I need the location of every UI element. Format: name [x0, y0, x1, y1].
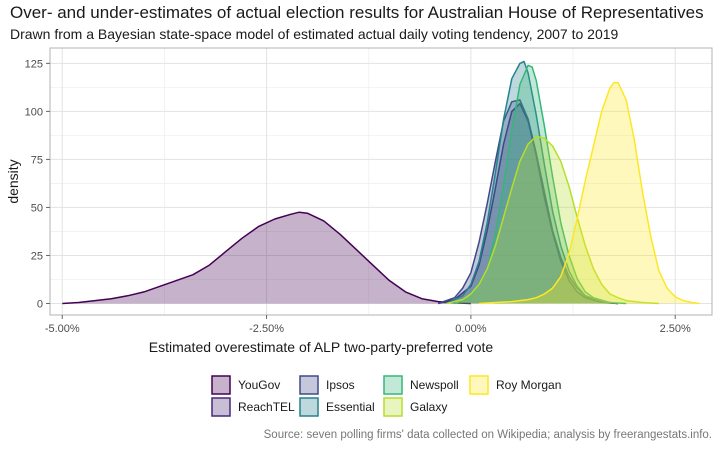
y-tick-label: 25	[31, 250, 43, 262]
density-area-ipsos	[438, 99, 618, 304]
y-tick-label: 75	[31, 154, 43, 166]
legend-key	[383, 375, 403, 395]
chart-title: Over- and under-estimates of actual elec…	[10, 3, 704, 22]
legend-key	[299, 375, 319, 395]
density-area-roy-morgan	[479, 82, 700, 304]
legend-label: YouGov	[238, 378, 280, 392]
density-line-newspoll	[454, 64, 627, 305]
density-line-yougov	[62, 211, 471, 305]
density-line-ipsos	[437, 99, 619, 305]
density-line-roy-morgan	[479, 81, 700, 305]
legend-label: Galaxy	[410, 400, 447, 414]
y-tick-label: 100	[25, 106, 43, 118]
y-axis-title: density	[5, 159, 21, 203]
density-area-yougov	[62, 212, 471, 304]
x-tick-label: -2.50%	[249, 323, 284, 335]
chart-subtitle: Drawn from a Bayesian state-space model …	[10, 26, 619, 42]
density-area-galaxy	[446, 136, 659, 304]
legend-label: Newspoll	[410, 378, 459, 392]
legend-label: ReachTEL	[238, 400, 295, 414]
chart-caption: Source: seven polling firms' data collec…	[263, 429, 712, 441]
legend-key	[211, 375, 231, 395]
x-tick-label: -5.00%	[45, 323, 80, 335]
legend-label: Ipsos	[326, 378, 355, 392]
x-tick-label: 0.00%	[455, 323, 486, 335]
density-line-essential	[446, 60, 619, 305]
density-area-reachtel	[438, 103, 618, 304]
legend-key	[299, 397, 319, 417]
legend-label: Essential	[326, 400, 375, 414]
legend-label: Roy Morgan	[496, 378, 561, 392]
density-area-essential	[446, 61, 618, 304]
legend-key	[211, 397, 231, 417]
panel-border	[49, 47, 713, 316]
x-axis-title: Estimated overestimate of ALP two-party-…	[149, 339, 494, 355]
y-tick-label: 50	[31, 202, 43, 214]
legend-key	[383, 397, 403, 417]
y-tick-label: 0	[37, 298, 43, 310]
legend-key	[469, 375, 489, 395]
density-area-newspoll	[454, 65, 627, 304]
x-tick-label: 2.50%	[660, 323, 691, 335]
density-line-galaxy	[446, 135, 659, 305]
y-tick-label: 125	[25, 58, 43, 70]
